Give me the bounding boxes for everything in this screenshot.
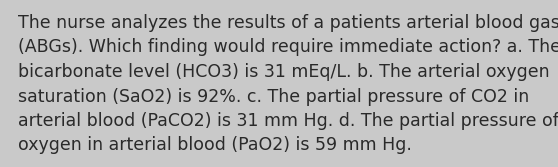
Text: (ABGs). Which finding would require immediate action? a. The: (ABGs). Which finding would require imme…	[18, 39, 558, 56]
Text: saturation (SaO2) is 92%. c. The partial pressure of CO2 in: saturation (SaO2) is 92%. c. The partial…	[18, 88, 529, 106]
Text: oxygen in arterial blood (PaO2) is 59 mm Hg.: oxygen in arterial blood (PaO2) is 59 mm…	[18, 136, 412, 154]
Text: bicarbonate level (HCO3) is 31 mEq/L. b. The arterial oxygen: bicarbonate level (HCO3) is 31 mEq/L. b.…	[18, 63, 550, 81]
Text: arterial blood (PaCO2) is 31 mm Hg. d. The partial pressure of: arterial blood (PaCO2) is 31 mm Hg. d. T…	[18, 112, 558, 130]
Text: The nurse analyzes the results of a patients arterial blood gases: The nurse analyzes the results of a pati…	[18, 14, 558, 32]
